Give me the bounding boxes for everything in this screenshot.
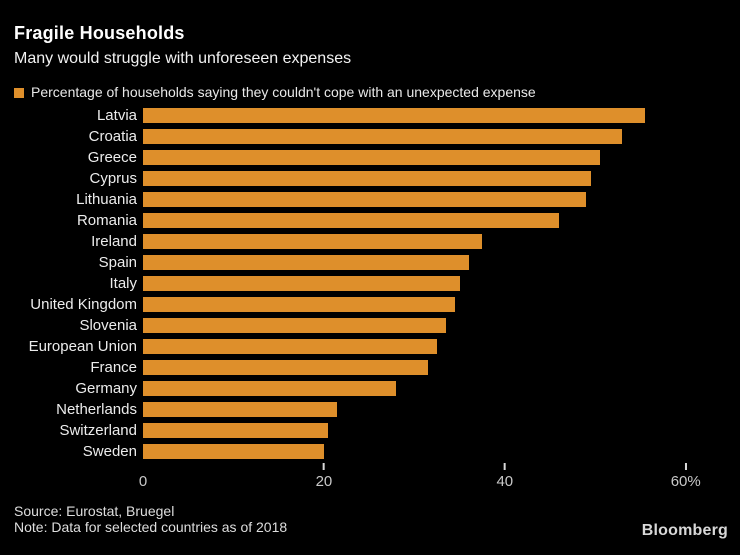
bar-romania bbox=[143, 213, 560, 228]
chart-header: Fragile Households Many would struggle w… bbox=[0, 0, 740, 68]
bar-row: United Kingdom bbox=[0, 294, 740, 315]
bar-track bbox=[143, 399, 740, 420]
country-label-spain: Spain bbox=[98, 254, 137, 271]
country-label-cyprus: Cyprus bbox=[89, 170, 137, 187]
bar-row: Croatia bbox=[0, 126, 740, 147]
bar-sweden bbox=[143, 444, 324, 459]
bar-track bbox=[143, 210, 740, 231]
country-label-united-kingdom: United Kingdom bbox=[30, 296, 137, 313]
bar-row: Lithuania bbox=[0, 189, 740, 210]
country-label-greece: Greece bbox=[87, 149, 137, 166]
legend: Percentage of households saying they cou… bbox=[14, 85, 726, 100]
bar-slovenia bbox=[143, 318, 447, 333]
country-label-latvia: Latvia bbox=[96, 107, 137, 124]
bar-track bbox=[143, 147, 740, 168]
bar-row: Italy bbox=[0, 273, 740, 294]
country-label-sweden: Sweden bbox=[82, 443, 137, 460]
data-note: Note: Data for selected countries as of … bbox=[14, 519, 288, 535]
legend-label: Percentage of households saying they cou… bbox=[31, 84, 536, 100]
bar-track bbox=[143, 315, 740, 336]
x-axis-tick-label: 60% bbox=[670, 473, 701, 490]
bar-track bbox=[143, 231, 740, 252]
bar-row: Greece bbox=[0, 147, 740, 168]
bar-germany bbox=[143, 381, 397, 396]
footer: Source: Eurostat, Bruegel Note: Data for… bbox=[14, 503, 287, 535]
bar-greece bbox=[143, 150, 600, 165]
bar-rows: Latvia Croatia Greece Cyprus Lithuania Romani… bbox=[0, 105, 740, 462]
tick-mark-icon bbox=[684, 463, 687, 470]
country-label-lithuania: Lithuania bbox=[76, 191, 137, 208]
chart-subtitle: Many would struggle with unforeseen expe… bbox=[14, 50, 352, 67]
bar-track bbox=[143, 252, 740, 273]
bar-netherlands bbox=[143, 402, 338, 417]
country-label-france: France bbox=[90, 359, 137, 376]
x-axis-tick-label: 20 bbox=[315, 473, 333, 490]
x-axis-tick-20: 20 bbox=[315, 462, 333, 490]
country-label-romania: Romania bbox=[76, 212, 137, 229]
country-label-slovenia: Slovenia bbox=[79, 317, 137, 334]
bar-track bbox=[143, 441, 740, 462]
x-axis: 0 20 40 60% bbox=[139, 462, 740, 494]
bar-row: Spain bbox=[0, 252, 740, 273]
source-note: Source: Eurostat, Bruegel bbox=[14, 503, 175, 519]
country-label-ireland: Ireland bbox=[91, 233, 137, 250]
bar-row: Latvia bbox=[0, 105, 740, 126]
bar-row: Sweden bbox=[0, 441, 740, 462]
bar-chart: Latvia Croatia Greece Cyprus Lithuania Romani… bbox=[0, 105, 740, 494]
bar-lithuania bbox=[143, 192, 587, 207]
country-label-germany: Germany bbox=[75, 380, 137, 397]
x-axis-tick-0: 0 bbox=[139, 462, 147, 490]
bar-row: Cyprus bbox=[0, 168, 740, 189]
bar-row: Slovenia bbox=[0, 315, 740, 336]
x-axis-tick-40: 40 bbox=[496, 462, 513, 490]
country-label-italy: Italy bbox=[109, 275, 137, 292]
x-axis-tick-label: 0 bbox=[138, 473, 148, 490]
bloomberg-logo: Bloomberg bbox=[641, 522, 728, 539]
bar-european-union bbox=[143, 339, 437, 354]
bar-track bbox=[143, 189, 740, 210]
bar-row: Switzerland bbox=[0, 420, 740, 441]
bar-track bbox=[143, 294, 740, 315]
bar-track bbox=[143, 357, 740, 378]
bar-row: European Union bbox=[0, 336, 740, 357]
bar-row: Netherlands bbox=[0, 399, 740, 420]
bar-italy bbox=[143, 276, 460, 291]
tick-mark-icon bbox=[322, 463, 325, 470]
bar-latvia bbox=[143, 108, 646, 123]
country-label-european-union: European Union bbox=[28, 338, 137, 355]
country-label-netherlands: Netherlands bbox=[56, 401, 137, 418]
chart-title: Fragile Households bbox=[14, 23, 185, 43]
bar-row: Ireland bbox=[0, 231, 740, 252]
bar-track bbox=[143, 378, 740, 399]
bar-track bbox=[143, 126, 740, 147]
country-label-croatia: Croatia bbox=[88, 128, 137, 145]
bar-track bbox=[143, 105, 740, 126]
bar-cyprus bbox=[143, 171, 591, 186]
bar-row: Romania bbox=[0, 210, 740, 231]
bar-switzerland bbox=[143, 423, 329, 438]
bar-row: France bbox=[0, 357, 740, 378]
bar-track bbox=[143, 420, 740, 441]
legend-swatch-icon bbox=[14, 87, 24, 98]
bar-france bbox=[143, 360, 428, 375]
bar-united-kingdom bbox=[143, 297, 456, 312]
bar-track bbox=[143, 336, 740, 357]
bar-croatia bbox=[143, 129, 623, 144]
bar-ireland bbox=[143, 234, 483, 249]
bar-spain bbox=[143, 255, 469, 270]
x-axis-tick-label: 40 bbox=[496, 473, 514, 490]
tick-mark-icon bbox=[503, 463, 506, 470]
x-axis-tick-60: 60% bbox=[671, 462, 701, 490]
bar-track bbox=[143, 168, 740, 189]
country-label-switzerland: Switzerland bbox=[59, 422, 137, 439]
bar-track bbox=[143, 273, 740, 294]
bar-row: Germany bbox=[0, 378, 740, 399]
